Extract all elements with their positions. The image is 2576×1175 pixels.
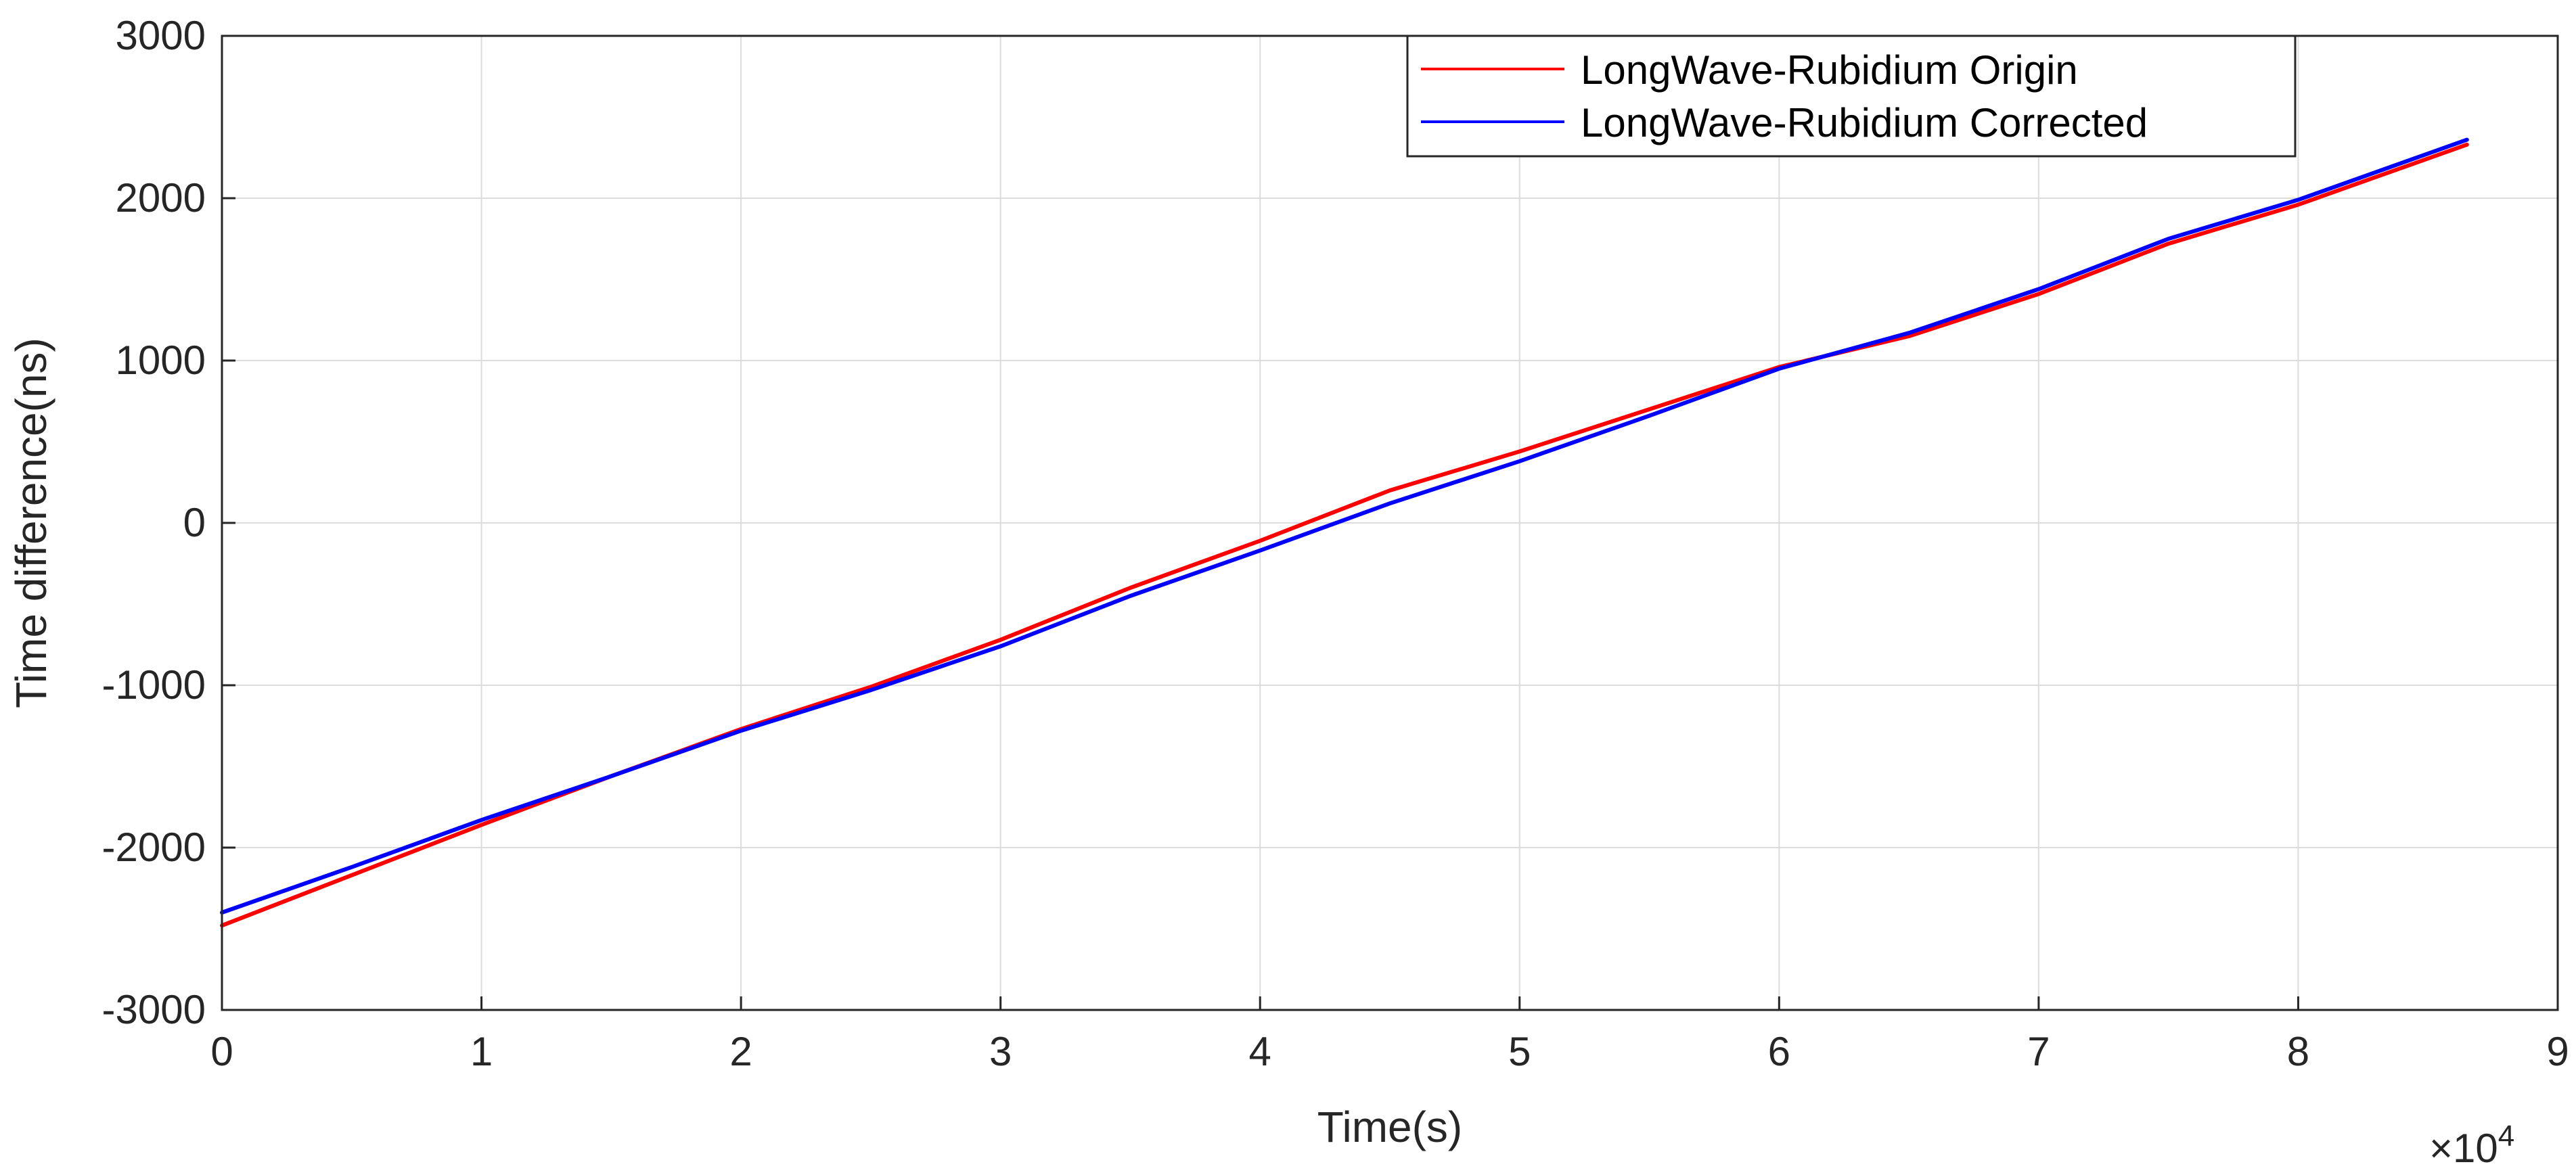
- y-tick-label: -2000: [102, 825, 206, 870]
- x-tick-label: 9: [2546, 1029, 2569, 1074]
- y-tick-label: 1000: [116, 338, 206, 383]
- y-tick-label: -3000: [102, 987, 206, 1032]
- x-tick-label: 0: [210, 1029, 233, 1074]
- x-axis-label: Time(s): [1317, 1103, 1462, 1151]
- x-tick-label: 5: [1508, 1029, 1531, 1074]
- x-exponent-base: ×10: [2429, 1126, 2498, 1171]
- x-tick-label: 8: [2287, 1029, 2309, 1074]
- series-lines: [220, 137, 2469, 928]
- x-tick-label: 2: [729, 1029, 752, 1074]
- x-tick-label: 1: [470, 1029, 493, 1074]
- x-tick-label: 7: [2027, 1029, 2050, 1074]
- y-axis-label: Time difference(ns): [7, 338, 55, 708]
- x-tick-label: 4: [1249, 1029, 1271, 1074]
- legend: LongWave-Rubidium Origin LongWave-Rubidi…: [1406, 34, 2297, 158]
- x-tick-label: 6: [1768, 1029, 1790, 1074]
- legend-box: [1406, 34, 2297, 158]
- x-tick-label: 3: [989, 1029, 1012, 1074]
- y-tick-label: 0: [183, 500, 206, 545]
- y-tick-label: 2000: [116, 175, 206, 221]
- series-line-corrected: [220, 137, 2469, 915]
- x-exponent-label: ×104: [2429, 1120, 2514, 1171]
- y-tick-label: -1000: [102, 662, 206, 708]
- y-tick-label: 3000: [116, 13, 206, 58]
- x-exponent-power: 4: [2498, 1120, 2514, 1153]
- legend-label-origin: LongWave-Rubidium Origin: [1581, 47, 2078, 93]
- axis-ticks: 0 1 2 3 4 5 6 7 8 9 -3000 -2000 -1000 0 1000 2000 3000: [102, 13, 2569, 1074]
- legend-label-corrected: LongWave-Rubidium Corrected: [1581, 100, 2148, 145]
